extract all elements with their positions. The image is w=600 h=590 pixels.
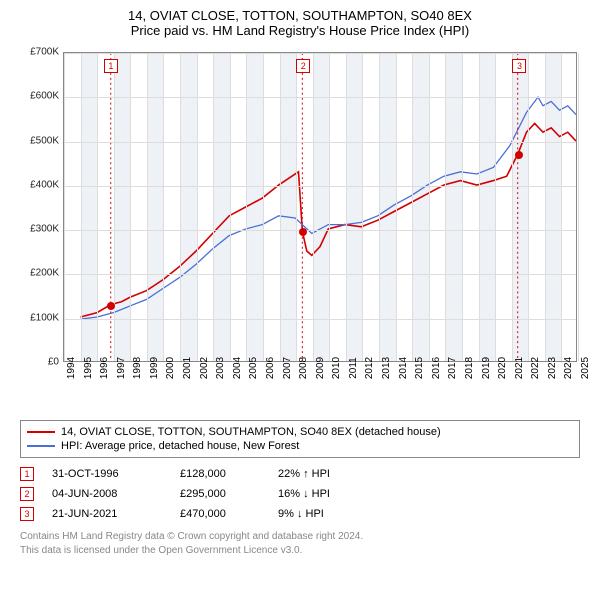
x-axis-label: 2019 xyxy=(481,357,492,379)
x-axis-label: 2004 xyxy=(232,357,243,379)
x-axis-label: 2024 xyxy=(563,357,574,379)
line-canvas xyxy=(64,53,576,361)
sale-delta: 9% ↓ HPI xyxy=(278,508,378,520)
sale-marker-2: 2 xyxy=(296,59,310,73)
title-line-1: 14, OVIAT CLOSE, TOTTON, SOUTHAMPTON, SO… xyxy=(8,8,592,23)
x-axis-label: 2010 xyxy=(331,357,342,379)
x-axis-label: 2023 xyxy=(547,357,558,379)
sale-date: 31-OCT-1996 xyxy=(52,468,162,480)
legend-row: 14, OVIAT CLOSE, TOTTON, SOUTHAMPTON, SO… xyxy=(27,425,573,439)
x-axis-label: 2006 xyxy=(265,357,276,379)
x-axis-label: 1999 xyxy=(149,357,160,379)
sale-dot-1 xyxy=(107,302,115,310)
x-axis-label: 2016 xyxy=(431,357,442,379)
sale-delta: 22% ↑ HPI xyxy=(278,468,378,480)
chart-title-block: 14, OVIAT CLOSE, TOTTON, SOUTHAMPTON, SO… xyxy=(8,8,592,38)
sale-price: £470,000 xyxy=(180,508,260,520)
legend-label: HPI: Average price, detached house, New … xyxy=(61,440,299,452)
sale-marker-3: 3 xyxy=(512,59,526,73)
footer-attribution: Contains HM Land Registry data © Crown c… xyxy=(20,530,580,557)
x-axis-label: 1995 xyxy=(83,357,94,379)
y-axis-label: £700K xyxy=(15,47,59,58)
sale-marker-inline: 2 xyxy=(20,487,34,501)
sales-table: 1 31-OCT-1996 £128,000 22% ↑ HPI 2 04-JUN-200… xyxy=(20,464,580,524)
y-axis-label: £400K xyxy=(15,179,59,190)
footer-line-2: This data is licensed under the Open Gov… xyxy=(20,544,580,558)
sale-dot-2 xyxy=(299,228,307,236)
x-axis-label: 1994 xyxy=(66,357,77,379)
x-axis-label: 2002 xyxy=(199,357,210,379)
sale-row: 3 21-JUN-2021 £470,000 9% ↓ HPI xyxy=(20,504,580,524)
sale-marker-1: 1 xyxy=(104,59,118,73)
y-axis-label: £500K xyxy=(15,135,59,146)
x-axis-label: 2022 xyxy=(530,357,541,379)
x-axis-label: 1996 xyxy=(99,357,110,379)
sale-dot-3 xyxy=(515,151,523,159)
sale-date: 04-JUN-2008 xyxy=(52,488,162,500)
y-axis-label: £200K xyxy=(15,268,59,279)
y-axis-label: £300K xyxy=(15,224,59,235)
footer-line-1: Contains HM Land Registry data © Crown c… xyxy=(20,530,580,544)
chart-container: 1 2 3 £0 £100K £200K £300K £400K £500K £600K £700… xyxy=(15,44,585,414)
legend-row: HPI: Average price, detached house, New … xyxy=(27,439,573,453)
x-axis-label: 2021 xyxy=(514,357,525,379)
y-axis-label: £100K xyxy=(15,312,59,323)
x-axis-label: 2008 xyxy=(298,357,309,379)
sale-price: £128,000 xyxy=(180,468,260,480)
x-axis-label: 2009 xyxy=(315,357,326,379)
plot-area: 1 2 3 xyxy=(63,52,577,362)
x-axis-label: 2011 xyxy=(348,357,359,379)
sale-row: 2 04-JUN-2008 £295,000 16% ↓ HPI xyxy=(20,484,580,504)
x-axis-label: 2017 xyxy=(447,357,458,379)
x-axis-label: 2025 xyxy=(580,357,591,379)
series-property xyxy=(81,123,576,317)
x-axis-label: 2007 xyxy=(282,357,293,379)
x-axis-label: 2000 xyxy=(165,357,176,379)
x-axis-label: 2018 xyxy=(464,357,475,379)
sale-delta: 16% ↓ HPI xyxy=(278,488,378,500)
x-axis-label: 2005 xyxy=(248,357,259,379)
x-axis-label: 2014 xyxy=(398,357,409,379)
sale-marker-inline: 1 xyxy=(20,467,34,481)
x-axis-label: 1998 xyxy=(132,357,143,379)
legend-label: 14, OVIAT CLOSE, TOTTON, SOUTHAMPTON, SO… xyxy=(61,426,441,438)
legend-box: 14, OVIAT CLOSE, TOTTON, SOUTHAMPTON, SO… xyxy=(20,420,580,458)
title-line-2: Price paid vs. HM Land Registry's House … xyxy=(8,23,592,38)
sale-marker-inline: 3 xyxy=(20,507,34,521)
x-axis-label: 2020 xyxy=(497,357,508,379)
sale-price: £295,000 xyxy=(180,488,260,500)
x-axis-label: 2012 xyxy=(364,357,375,379)
legend-swatch xyxy=(27,445,55,447)
y-axis-label: £0 xyxy=(15,357,59,368)
sale-date: 21-JUN-2021 xyxy=(52,508,162,520)
legend-swatch xyxy=(27,431,55,433)
y-axis-label: £600K xyxy=(15,91,59,102)
x-axis-label: 2015 xyxy=(414,357,425,379)
x-axis-label: 2013 xyxy=(381,357,392,379)
x-axis-label: 2003 xyxy=(215,357,226,379)
x-axis-label: 1997 xyxy=(116,357,127,379)
sale-row: 1 31-OCT-1996 £128,000 22% ↑ HPI xyxy=(20,464,580,484)
x-axis-label: 2001 xyxy=(182,357,193,379)
